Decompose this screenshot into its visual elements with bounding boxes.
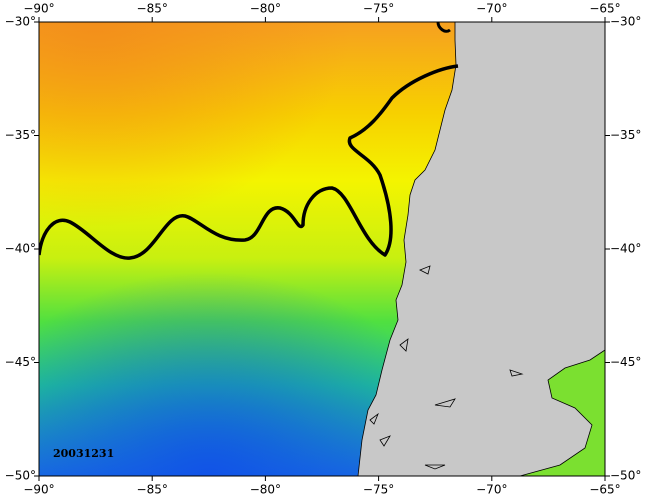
x-tick-label: −70° xyxy=(476,2,507,16)
contour-line xyxy=(436,22,451,33)
x-tick-label: −80° xyxy=(250,483,281,497)
y-tick-label: −50° xyxy=(5,469,36,483)
x-tick-label: −75° xyxy=(363,483,394,497)
y-tick-label: −35° xyxy=(5,128,36,142)
y-tick-label: −30° xyxy=(5,15,36,29)
map-field xyxy=(39,22,605,476)
x-tick-label: −85° xyxy=(137,483,168,497)
y-tick-label: −40° xyxy=(5,242,36,256)
y-tick-label: −40° xyxy=(610,242,641,256)
contour-line xyxy=(39,64,459,260)
y-tick-label: −50° xyxy=(610,469,641,483)
x-tick-label: −80° xyxy=(250,2,281,16)
y-tick-label: −30° xyxy=(610,15,641,29)
y-tick-label: −45° xyxy=(5,355,36,369)
x-tick-label: −85° xyxy=(137,2,168,16)
x-tick-label: −90° xyxy=(23,483,54,497)
land xyxy=(357,22,605,476)
x-tick-label: −75° xyxy=(363,2,394,16)
x-tick-label: −65° xyxy=(589,483,620,497)
x-tick-label: −70° xyxy=(476,483,507,497)
x-tick-label: −65° xyxy=(589,2,620,16)
x-tick-label: −90° xyxy=(23,2,54,16)
atlantic-water xyxy=(519,349,605,476)
date-label: 20031231 xyxy=(53,447,114,460)
islands xyxy=(369,265,524,470)
y-tick-label: −35° xyxy=(610,128,641,142)
y-tick-label: −45° xyxy=(610,355,641,369)
